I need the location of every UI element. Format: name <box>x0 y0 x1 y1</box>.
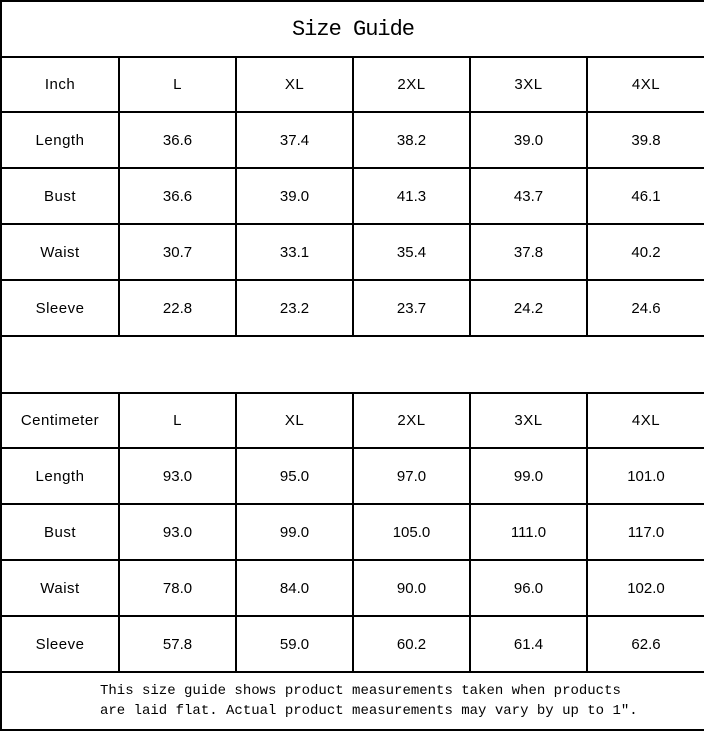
row-label-bust: Bust <box>0 503 120 561</box>
value-cell: 23.7 <box>352 279 471 337</box>
inch-header-row: Inch L XL 2XL 3XL 4XL <box>0 56 704 113</box>
size-guide-disclaimer: This size guide shows product measuremen… <box>0 671 704 731</box>
row-label-sleeve: Sleeve <box>0 279 120 337</box>
col-header-l: L <box>118 392 237 449</box>
cm-waist-row: Waist 78.0 84.0 90.0 96.0 102.0 <box>0 559 704 617</box>
col-header-3xl: 3XL <box>469 56 588 113</box>
cm-sleeve-row: Sleeve 57.8 59.0 60.2 61.4 62.6 <box>0 615 704 673</box>
value-cell: 37.8 <box>469 223 588 281</box>
value-cell: 96.0 <box>469 559 588 617</box>
col-header-l: L <box>118 56 237 113</box>
unit-header-inch: Inch <box>0 56 120 113</box>
cm-length-row: Length 93.0 95.0 97.0 99.0 101.0 <box>0 447 704 505</box>
size-guide-title: Size Guide <box>0 0 704 58</box>
value-cell: 97.0 <box>352 447 471 505</box>
unit-header-centimeter: Centimeter <box>0 392 120 449</box>
value-cell: 93.0 <box>118 503 237 561</box>
value-cell: 101.0 <box>586 447 704 505</box>
value-cell: 35.4 <box>352 223 471 281</box>
col-header-2xl: 2XL <box>352 392 471 449</box>
disclaimer-row: This size guide shows product measuremen… <box>0 671 704 731</box>
value-cell: 33.1 <box>235 223 354 281</box>
value-cell: 59.0 <box>235 615 354 673</box>
disclaimer-line-2: are laid flat. Actual product measuremen… <box>100 703 638 719</box>
value-cell: 30.7 <box>118 223 237 281</box>
value-cell: 60.2 <box>352 615 471 673</box>
row-label-bust: Bust <box>0 167 120 225</box>
value-cell: 57.8 <box>118 615 237 673</box>
col-header-2xl: 2XL <box>352 56 471 113</box>
value-cell: 37.4 <box>235 111 354 169</box>
value-cell: 99.0 <box>469 447 588 505</box>
value-cell: 90.0 <box>352 559 471 617</box>
value-cell: 36.6 <box>118 111 237 169</box>
value-cell: 95.0 <box>235 447 354 505</box>
value-cell: 46.1 <box>586 167 704 225</box>
cm-bust-row: Bust 93.0 99.0 105.0 111.0 117.0 <box>0 503 704 561</box>
col-header-3xl: 3XL <box>469 392 588 449</box>
col-header-4xl: 4XL <box>586 56 704 113</box>
value-cell: 38.2 <box>352 111 471 169</box>
inch-length-row: Length 36.6 37.4 38.2 39.0 39.8 <box>0 111 704 169</box>
value-cell: 43.7 <box>469 167 588 225</box>
col-header-xl: XL <box>235 392 354 449</box>
inch-bust-row: Bust 36.6 39.0 41.3 43.7 46.1 <box>0 167 704 225</box>
value-cell: 61.4 <box>469 615 588 673</box>
value-cell: 93.0 <box>118 447 237 505</box>
inch-sleeve-row: Sleeve 22.8 23.2 23.7 24.2 24.6 <box>0 279 704 337</box>
disclaimer-line-1: This size guide shows product measuremen… <box>100 683 621 699</box>
value-cell: 23.2 <box>235 279 354 337</box>
value-cell: 36.6 <box>118 167 237 225</box>
value-cell: 117.0 <box>586 503 704 561</box>
row-label-waist: Waist <box>0 223 120 281</box>
value-cell: 40.2 <box>586 223 704 281</box>
row-label-sleeve: Sleeve <box>0 615 120 673</box>
value-cell: 105.0 <box>352 503 471 561</box>
row-label-length: Length <box>0 111 120 169</box>
spacer-cell <box>0 335 704 394</box>
value-cell: 22.8 <box>118 279 237 337</box>
inch-waist-row: Waist 30.7 33.1 35.4 37.8 40.2 <box>0 223 704 281</box>
col-header-4xl: 4XL <box>586 392 704 449</box>
value-cell: 62.6 <box>586 615 704 673</box>
value-cell: 41.3 <box>352 167 471 225</box>
value-cell: 39.0 <box>469 111 588 169</box>
centimeter-header-row: Centimeter L XL 2XL 3XL 4XL <box>0 392 704 449</box>
title-row: Size Guide <box>0 0 704 58</box>
row-label-waist: Waist <box>0 559 120 617</box>
value-cell: 78.0 <box>118 559 237 617</box>
value-cell: 84.0 <box>235 559 354 617</box>
row-label-length: Length <box>0 447 120 505</box>
value-cell: 39.8 <box>586 111 704 169</box>
table-spacer-row <box>0 335 704 394</box>
value-cell: 102.0 <box>586 559 704 617</box>
value-cell: 99.0 <box>235 503 354 561</box>
value-cell: 24.6 <box>586 279 704 337</box>
value-cell: 39.0 <box>235 167 354 225</box>
value-cell: 111.0 <box>469 503 588 561</box>
value-cell: 24.2 <box>469 279 588 337</box>
col-header-xl: XL <box>235 56 354 113</box>
